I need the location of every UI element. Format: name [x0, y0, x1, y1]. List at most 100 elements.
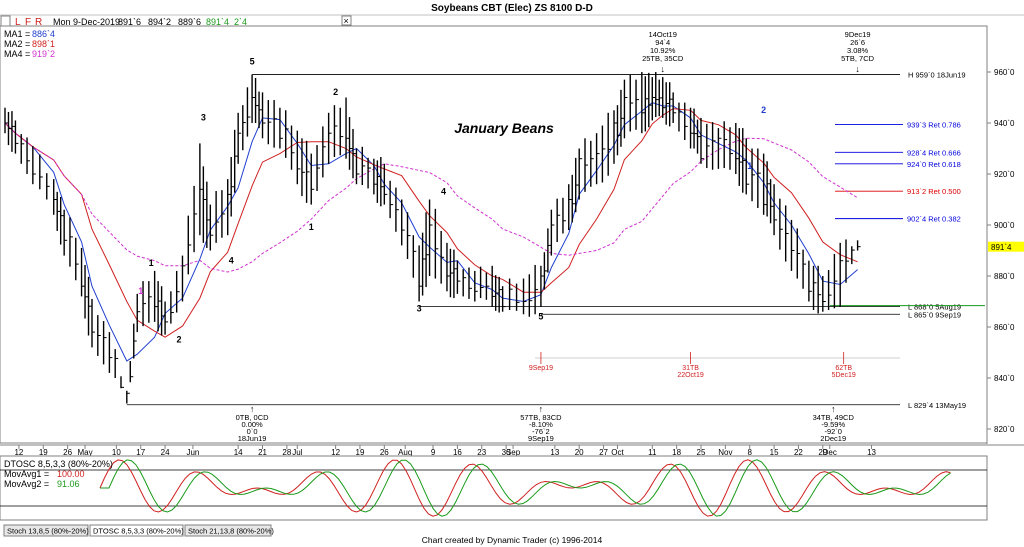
x-tick-label: Aug — [398, 448, 412, 457]
up-arrow-icon: ↑ — [539, 404, 544, 414]
swing-callout-text: 26`6 — [850, 38, 865, 47]
x-tick-label: 30 — [502, 448, 511, 457]
x-tick-label: Jun — [186, 448, 199, 457]
swing-callout-text: 0`0 — [247, 427, 258, 436]
x-tick-label: 17 — [136, 448, 145, 457]
swing-callout-text: -9.59% — [821, 420, 845, 429]
x-tick-label: 20 — [575, 448, 584, 457]
ma4-label: MA4 = — [4, 49, 30, 59]
time-marker-label: 22Oct19 — [677, 372, 704, 379]
toolbar-change: 2`4 — [234, 17, 247, 27]
x-tick-label: Oct — [611, 448, 624, 457]
x-tick-label: 14 — [234, 448, 243, 457]
swing-callout-text: -76`2 — [532, 427, 550, 436]
x-tick-label: 24 — [161, 448, 170, 457]
oscillator-layer — [0, 459, 987, 517]
swing-callout-text: 10.92% — [650, 46, 676, 55]
ma2-value: 898`1 — [32, 39, 55, 49]
x-tick-label: 25 — [697, 448, 706, 457]
x-tick-label: 12 — [331, 448, 340, 457]
title-bar-bg — [0, 0, 1024, 15]
oscillator-legend: DTOSC 8,5,3,3 (80%-20%) MovAvg1 = 100.00… — [4, 459, 113, 489]
swing-callout-text: 18Jun19 — [238, 434, 267, 443]
x-tick-label: 13 — [867, 448, 876, 457]
swing-callout-text: 34TB, 49CD — [813, 413, 855, 422]
swing-callout-text: -92`0 — [824, 427, 842, 436]
toolbar-box[interactable] — [0, 15, 11, 27]
osc-ma1-value: 100.00 — [57, 469, 85, 479]
swing-callout-text: 94`4 — [655, 38, 670, 47]
ma-legend: MA1 = 886`4 MA2 = 898`1 MA4 = 919`2 — [4, 29, 55, 59]
toolbar-open: 891`6 — [118, 17, 141, 27]
x-tick-label: Jul — [292, 448, 302, 457]
close-glyph: × — [344, 16, 349, 26]
y-tick-label: 920`0 — [994, 170, 1015, 179]
osc-title: DTOSC 8,5,3,3 (80%-20%) — [4, 459, 113, 469]
time-marker-label: 9Sep19 — [529, 365, 553, 372]
toolbar-button-f[interactable]: F — [25, 17, 31, 28]
ma1-value: 886`4 — [32, 29, 55, 39]
wave-count-label: 2 — [176, 334, 181, 344]
date-axis: 12 19 26 May 10 17 24 Jun 14 21 28 Jul 12 19 26 Aug 9 16 2… — [14, 445, 877, 457]
x-tick-label: 26 — [63, 448, 72, 457]
retracement-label: 924`0 Ret 0.618 — [907, 160, 961, 169]
x-tick-label: 18 — [672, 448, 681, 457]
osc-ma2-value: 91.06 — [57, 479, 80, 489]
x-tick-label: Nov — [718, 448, 732, 457]
price-bars-layer — [4, 72, 861, 404]
tab-stoch-13[interactable] — [3, 524, 89, 537]
retracement-label: 902`4 Ret 0.382 — [907, 215, 961, 224]
main-annotation: January Beans — [454, 120, 554, 136]
time-marker-label: 5Dec19 — [832, 372, 856, 379]
wave-count-label: 1 — [747, 161, 752, 171]
tab-dtosc-label: DTOSC 8,5,3,3 (80%-20%) — [93, 527, 184, 536]
retracement-label: 913`2 Ret 0.500 — [907, 187, 961, 196]
swing-callout-text: 0.00% — [241, 420, 263, 429]
x-tick-label: May — [77, 448, 92, 457]
bottom-tab-strip: Stoch 13,8,5 (80%-20%) DTOSC 8,5,3,3 (80… — [3, 524, 274, 537]
x-tick-label: Sep — [506, 448, 521, 457]
wave-count-label: 1 — [309, 222, 314, 232]
swing-callout-text: 0TB, 0CD — [236, 413, 270, 422]
down-arrow-icon: ↓ — [855, 64, 860, 74]
y-tick-label: 900`0 — [994, 221, 1015, 230]
swing-callout-text: 25TB, 35CD — [642, 54, 684, 63]
osc-fast-line — [99, 459, 951, 517]
up-arrow-icon: ↑ — [831, 404, 836, 414]
x-tick-label: 8 — [747, 448, 752, 457]
swing-callout-text: 2Dec19 — [820, 434, 846, 443]
y-tick-label: 880`0 — [994, 272, 1015, 281]
x-tick-label: 19 — [39, 448, 48, 457]
swing-callout-text: 5TB, 7CD — [841, 54, 875, 63]
y-tick-label: 940`0 — [994, 119, 1015, 128]
wave-count-label: 1 — [138, 286, 143, 296]
x-tick-label: 15 — [770, 448, 779, 457]
up-arrow-icon: ↑ — [250, 404, 255, 414]
down-arrow-icon: ↓ — [660, 64, 665, 74]
toolbar-button-r[interactable]: R — [35, 17, 42, 28]
x-tick-label: Dec — [823, 448, 837, 457]
swing-callout-text: -8.10% — [529, 420, 553, 429]
swing-callout-text: 3.08% — [847, 46, 869, 55]
toolbar-button-l[interactable]: L — [15, 17, 21, 28]
tab-stoch-13-label: Stoch 13,8,5 (80%-20%) — [7, 527, 89, 536]
wave-count-label: 5 — [538, 311, 543, 321]
x-tick-label: 12 — [14, 448, 23, 457]
tab-dtosc[interactable] — [89, 524, 184, 537]
x-tick-label: 10 — [112, 448, 121, 457]
x-tick-label: 28 — [282, 448, 291, 457]
x-tick-label: 26 — [380, 448, 389, 457]
wave-count-label: 2 — [761, 105, 766, 115]
ma2-label: MA2 = — [4, 39, 30, 49]
x-tick-label: 27 — [599, 448, 608, 457]
y-tick-label: 820`0 — [994, 425, 1015, 434]
retracement-label: 928`4 Ret 0.666 — [907, 148, 961, 157]
price-axis: 960`0 940`0 920`0 900`0 880`0 860`0 840`0 820`0… — [987, 68, 1024, 434]
tab-stoch-21[interactable] — [184, 524, 272, 537]
close-icon[interactable] — [341, 15, 352, 26]
x-tick-label: 9 — [431, 448, 436, 457]
footer-credit: Chart created by Dynamic Trader (c) 1996… — [422, 535, 603, 545]
level-label: L 829`4 13May19 — [908, 401, 966, 410]
toolbar-close: 891`4 — [206, 17, 229, 27]
